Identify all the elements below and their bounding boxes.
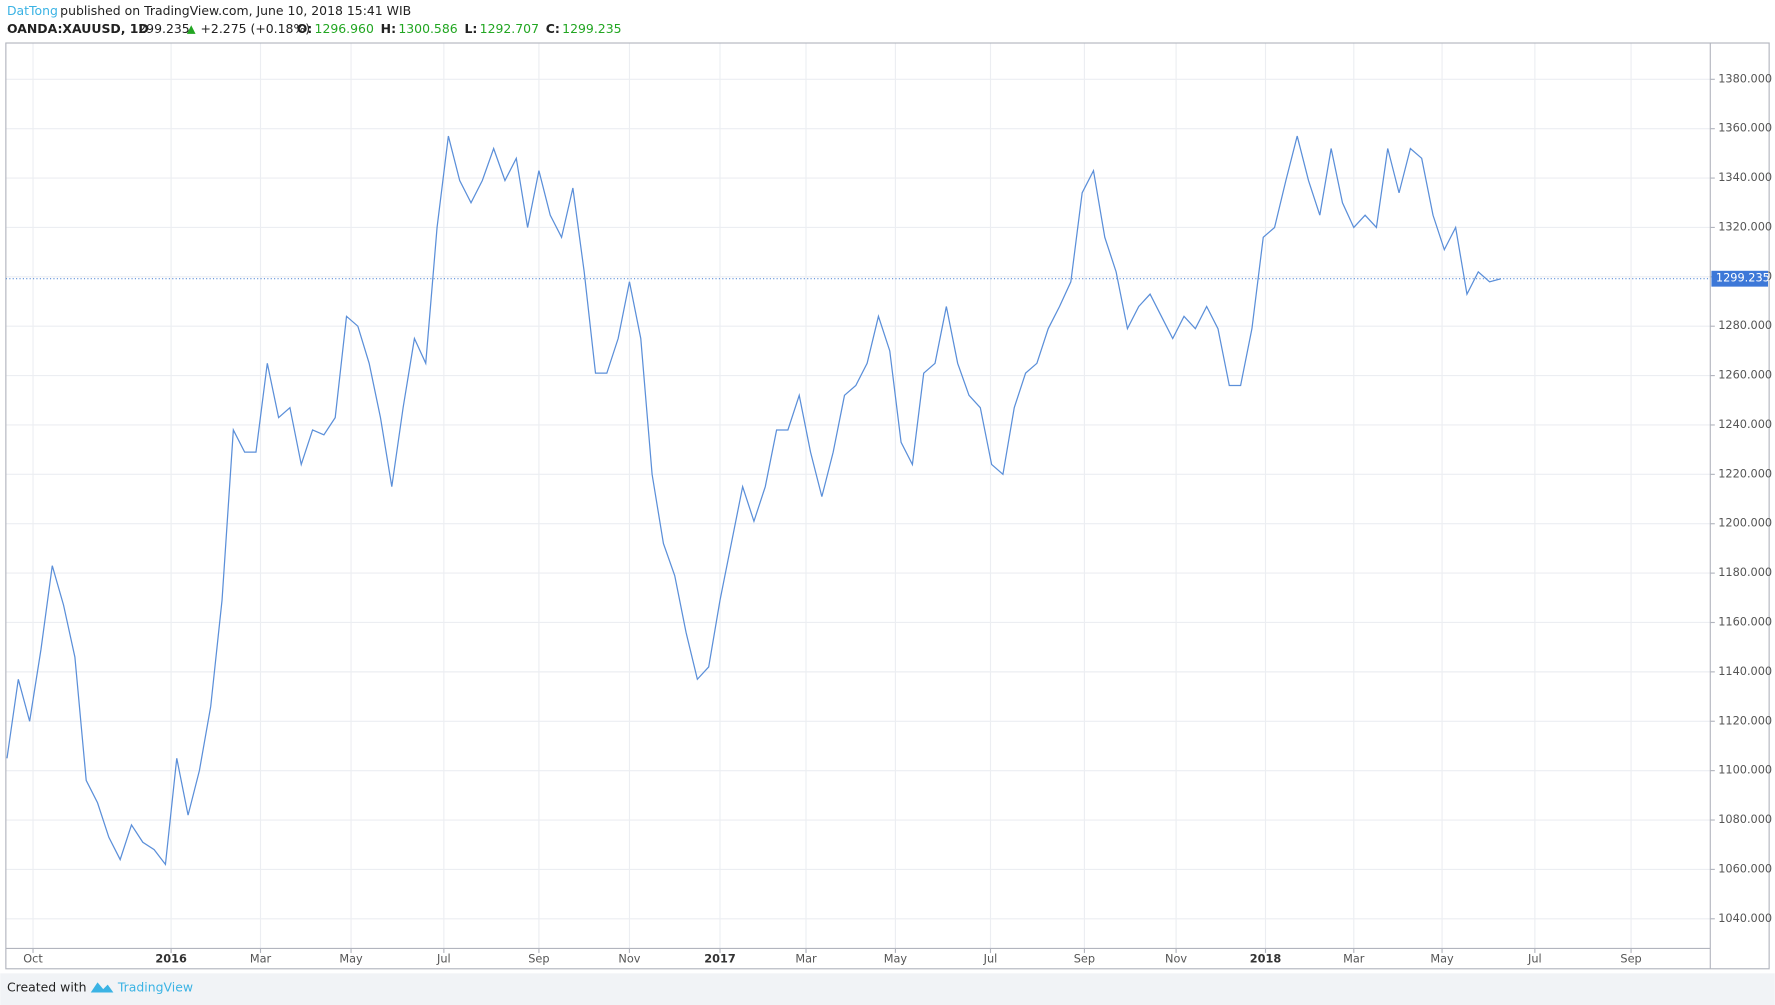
- x-tick-label: May: [884, 953, 908, 966]
- y-tick-label: 1260.000: [1718, 369, 1772, 382]
- y-tick-label: 1360.000: [1718, 122, 1772, 135]
- x-tick-label: Jul: [983, 953, 998, 966]
- ohlc-label: H:: [381, 21, 396, 36]
- footer-brand[interactable]: TradingView: [117, 980, 193, 995]
- last-price-label: 1299.235: [1716, 272, 1770, 285]
- x-tick-label: 2016: [155, 953, 187, 966]
- x-tick-label: Sep: [1074, 953, 1095, 966]
- x-tick-label: Nov: [1165, 953, 1187, 966]
- y-tick-label: 1220.000: [1718, 467, 1772, 480]
- x-tick-label: Nov: [618, 953, 640, 966]
- ohlc-value: 1296.960: [315, 21, 374, 36]
- x-tick-label: 2018: [1250, 953, 1282, 966]
- ohlc-value: 1300.586: [398, 21, 457, 36]
- y-tick-label: 1340.000: [1718, 171, 1772, 184]
- footer-created: Created with: [7, 980, 87, 995]
- y-tick-label: 1240.000: [1718, 418, 1772, 431]
- y-tick-label: 1060.000: [1718, 862, 1772, 875]
- y-tick-label: 1200.000: [1718, 517, 1772, 530]
- x-tick-label: Sep: [528, 953, 549, 966]
- y-tick-label: 1380.000: [1718, 72, 1772, 85]
- ohlc-label: C:: [546, 21, 560, 36]
- ohlc-value: 1299.235: [562, 21, 621, 36]
- ohlc-label: L:: [464, 21, 477, 36]
- ohlc: O: 1296.960 H: 1300.586 L: 1292.707 C: 1299.235: [297, 21, 622, 36]
- published: published on TradingView.com, June 10, 2…: [60, 3, 411, 18]
- x-tick-label: Mar: [250, 953, 272, 966]
- author[interactable]: DatTong: [7, 3, 58, 18]
- footer-bar: [0, 973, 1775, 1005]
- x-tick-label: May: [339, 953, 363, 966]
- brand-logo: [90, 982, 114, 993]
- ohlc-label: O:: [297, 21, 313, 36]
- price: 1299.235: [130, 21, 189, 36]
- y-tick-label: 1280.000: [1718, 319, 1772, 332]
- x-tick-label: Mar: [1343, 953, 1365, 966]
- x-tick-label: Sep: [1620, 953, 1641, 966]
- last-price-box: [1711, 270, 1769, 287]
- change-arrow: ▲: [187, 22, 196, 35]
- y-tick-label: 1080.000: [1718, 813, 1772, 826]
- y-tick-label: 1100.000: [1718, 764, 1772, 777]
- y-tick-label: 1040.000: [1718, 912, 1772, 925]
- y-tick-label: 1180.000: [1718, 566, 1772, 579]
- x-tick-label: Mar: [795, 953, 817, 966]
- y-tick-label: 1120.000: [1718, 714, 1772, 727]
- y-tick-label: 1140.000: [1718, 665, 1772, 678]
- x-tick-label: 2017: [704, 953, 735, 966]
- change: +2.275 (+0.18%): [201, 21, 311, 36]
- ohlc-value: 1292.707: [480, 21, 539, 36]
- x-tick-label: May: [1430, 953, 1454, 966]
- y-tick-label: 1160.000: [1718, 615, 1772, 628]
- price-line: [6, 135, 1502, 867]
- symbol: OANDA:XAUUSD, 1D: [7, 21, 149, 36]
- y-tick-label: 1320.000: [1718, 220, 1772, 233]
- grid: [5, 43, 1711, 949]
- x-tick-label: Jul: [1527, 953, 1542, 966]
- x-tick-label: Oct: [23, 953, 43, 966]
- frame: [5, 42, 1770, 970]
- x-tick-label: Jul: [436, 953, 451, 966]
